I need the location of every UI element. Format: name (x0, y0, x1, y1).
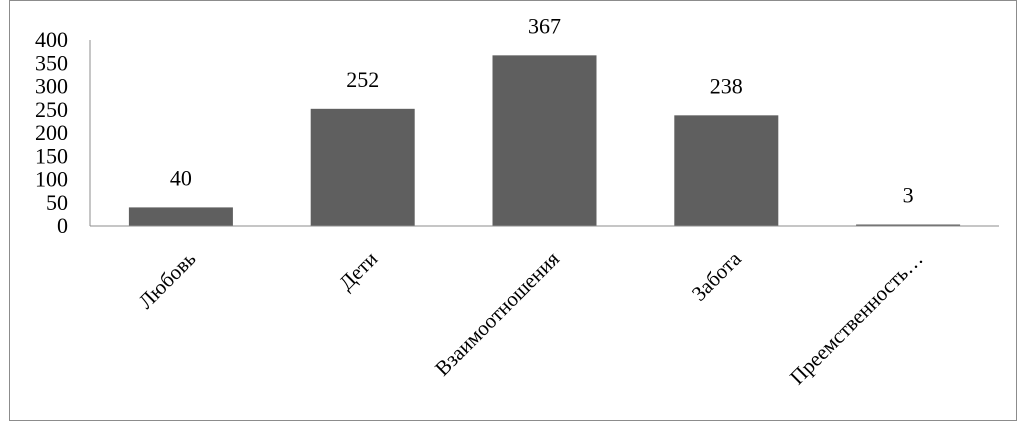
x-axis-labels: Любовь Дети Взаимоотношения Забота Преемстве… (134, 246, 928, 389)
data-label: 367 (528, 13, 561, 38)
y-tick-label: 150 (35, 143, 68, 168)
bar (310, 108, 415, 226)
bar (128, 207, 233, 226)
x-tick-label: Любовь (134, 247, 201, 314)
y-tick-label: 50 (46, 190, 68, 215)
x-tick-label: Взаимоотношения (430, 246, 564, 380)
bar (674, 115, 779, 226)
y-tick-label: 400 (35, 27, 68, 52)
data-labels: 40 252 367 238 3 (170, 13, 914, 207)
y-tick-label: 250 (35, 97, 68, 122)
x-tick-label: Забота (687, 246, 747, 306)
x-tick-label: Преемственность… (785, 247, 928, 390)
y-tick-label: 350 (35, 50, 68, 75)
chart-frame: 0 50 100 150 200 250 300 350 400 40 252 367 238 3 Лю… (9, 0, 1017, 421)
data-label: 252 (346, 67, 379, 92)
data-label: 40 (170, 165, 192, 190)
y-tick-label: 100 (35, 167, 68, 192)
bar (492, 55, 597, 226)
y-tick-label: 300 (35, 74, 68, 99)
data-label: 3 (903, 183, 914, 208)
y-tick-label: 0 (57, 213, 68, 238)
x-tick-label: Дети (334, 247, 382, 295)
bars (128, 55, 961, 226)
y-tick-label: 200 (35, 120, 68, 145)
data-label: 238 (710, 73, 743, 98)
bar (856, 224, 961, 226)
